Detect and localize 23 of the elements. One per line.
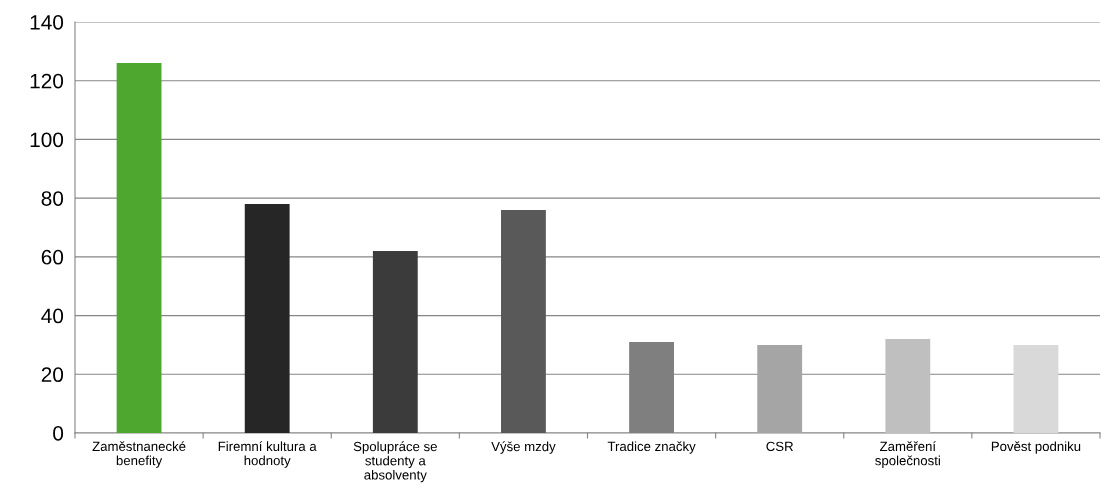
bar (116, 63, 162, 433)
x-tick-label: Pověst podniku (991, 441, 1081, 454)
bar (501, 209, 546, 433)
x-tick-label: CSR (766, 441, 793, 452)
x-tick-label: Spolupráce se studenty a absolventy (353, 441, 437, 483)
y-tick-label: 20 (41, 367, 64, 383)
y-tick-label: 60 (41, 249, 64, 265)
bar (885, 339, 931, 433)
y-tick-label: 140 (30, 15, 64, 30)
x-tick-label: Firemní kultura a hodnoty (218, 441, 317, 468)
x-tick-label: Tradice značky (607, 441, 696, 454)
bar (244, 204, 290, 433)
x-tick-label: Zaměstnanecké benefity (92, 441, 186, 468)
y-tick-label: 100 (30, 132, 64, 148)
bar (757, 344, 803, 433)
x-tick-label: Výše mzdy (491, 441, 556, 454)
x-tick-label: Zaměření společnosti (875, 441, 940, 468)
bar (1013, 344, 1059, 433)
y-tick-label: 120 (30, 73, 64, 89)
y-tick-label: 0 (53, 426, 64, 441)
y-tick-label: 40 (41, 308, 64, 324)
y-tick-label: 80 (41, 191, 64, 206)
bar (372, 250, 418, 433)
